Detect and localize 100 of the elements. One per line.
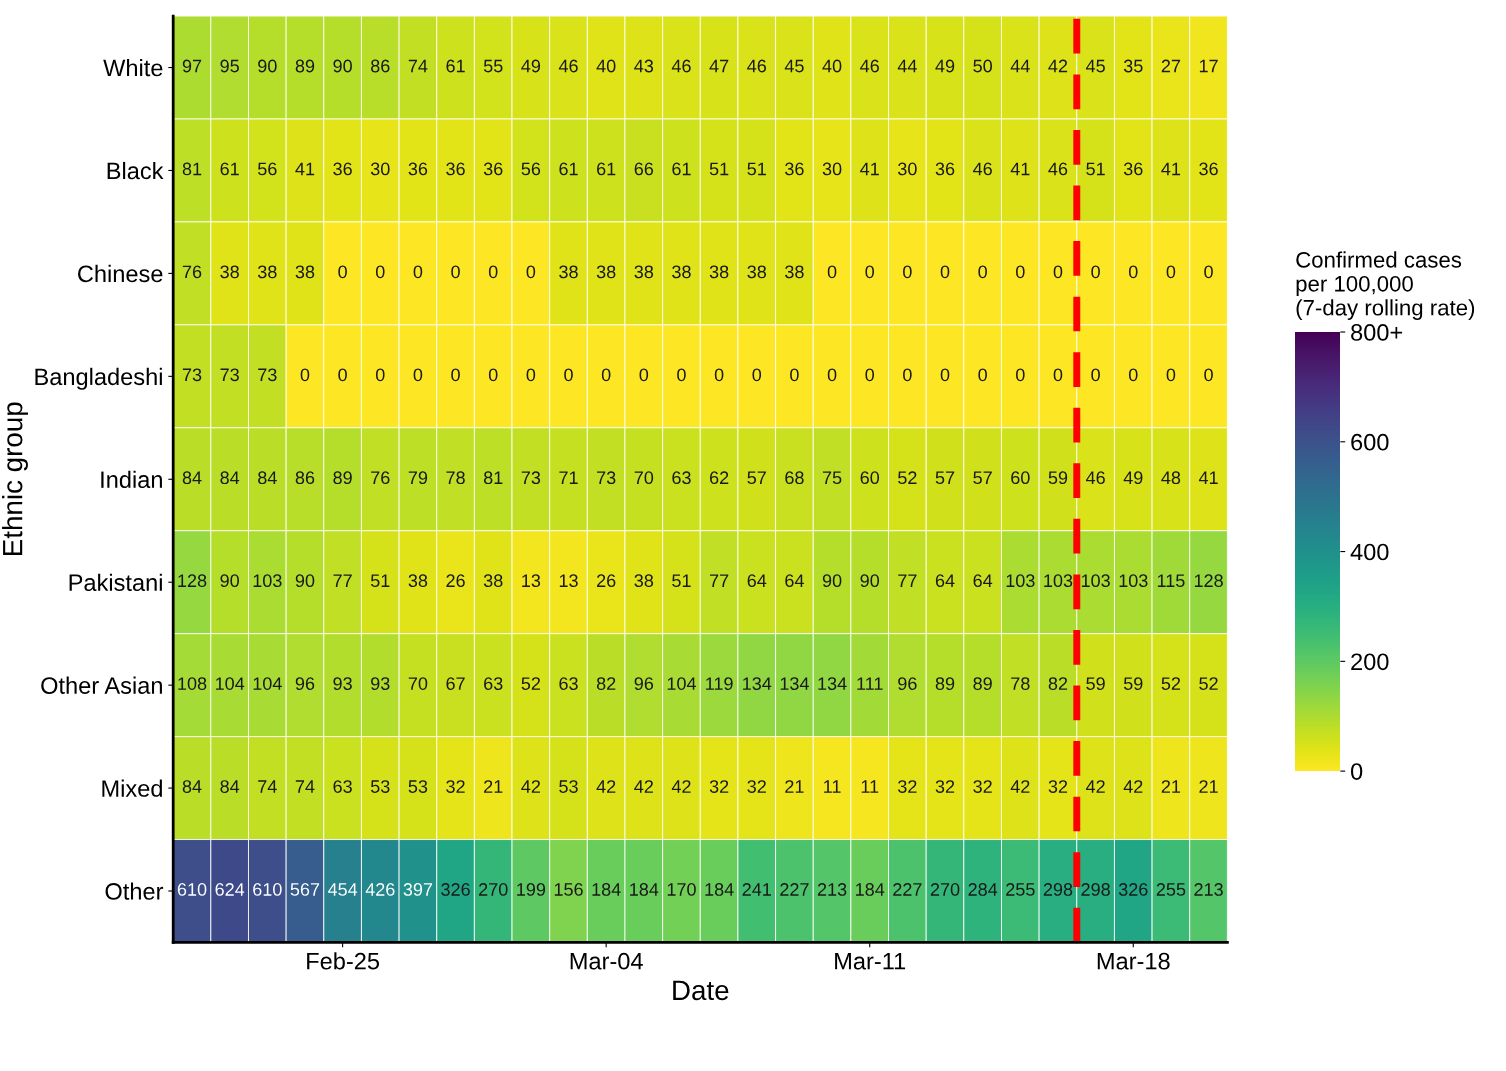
data-label: 0: [752, 368, 762, 382]
data-label: 51: [709, 162, 729, 176]
data-label: 0: [451, 265, 460, 279]
y-tick-label: Other: [105, 882, 164, 900]
data-label: 90: [822, 574, 842, 588]
data-label: 0: [375, 368, 385, 382]
data-label: 270: [930, 883, 960, 896]
data-label: 0: [413, 265, 423, 279]
data-label: 52: [1161, 677, 1181, 690]
data-label: 44: [897, 59, 917, 73]
data-label: 298: [1043, 883, 1073, 896]
x-tick-label: Mar-18: [1097, 952, 1170, 970]
data-label: 51: [370, 574, 390, 588]
data-label: 36: [1199, 162, 1218, 176]
data-label: 76: [182, 265, 202, 279]
data-label: 90: [220, 574, 239, 588]
data-label: 40: [822, 59, 842, 73]
y-tick-label: Bangladeshi: [35, 367, 162, 390]
data-label: 66: [634, 162, 654, 176]
data-label: 46: [1048, 162, 1068, 176]
data-label: 62: [709, 471, 729, 485]
data-label: 0: [488, 368, 498, 382]
data-label: 624: [215, 883, 245, 896]
data-label: 90: [295, 574, 315, 588]
data-label: 59: [1086, 677, 1105, 690]
data-label: 90: [860, 574, 880, 588]
data-label: 0: [300, 368, 310, 382]
data-label: 84: [220, 471, 240, 485]
data-label: 90: [258, 59, 277, 73]
data-label: 0: [1204, 265, 1213, 279]
data-label: 21: [785, 780, 804, 793]
data-label: 0: [1053, 265, 1063, 279]
data-label: 84: [220, 780, 240, 793]
data-label: 45: [784, 59, 804, 73]
data-label: 51: [672, 574, 691, 588]
data-label: 0: [865, 265, 875, 279]
data-label: 36: [1123, 162, 1143, 176]
data-label: 0: [903, 368, 912, 382]
data-label: 36: [785, 162, 804, 176]
data-label: 60: [1011, 471, 1030, 485]
data-label: 0: [940, 368, 950, 382]
x-tick-label: Mar-11: [835, 953, 906, 970]
data-label: 42: [1123, 780, 1143, 793]
data-label: 76: [371, 471, 390, 485]
data-label: 42: [521, 780, 540, 793]
data-label: 0: [677, 368, 686, 382]
color-bar-label: 400: [1350, 543, 1389, 561]
data-label: 73: [258, 368, 277, 382]
data-label: 84: [182, 780, 202, 793]
data-label: 82: [596, 677, 616, 690]
data-label: 45: [1085, 59, 1105, 73]
data-label: 68: [785, 471, 804, 485]
data-label: 32: [747, 780, 766, 793]
data-label: 89: [973, 677, 992, 690]
data-label: 73: [220, 368, 239, 382]
data-label: 0: [338, 368, 347, 382]
data-label: 0: [601, 368, 611, 382]
data-label: 93: [371, 677, 390, 690]
data-label: 64: [935, 574, 955, 588]
data-label: 32: [446, 780, 465, 793]
data-label: 89: [935, 677, 955, 690]
data-label: 0: [827, 265, 837, 279]
data-label: 454: [327, 883, 358, 896]
y-tick-label: Indian: [101, 470, 162, 489]
data-label: 40: [596, 59, 616, 73]
data-label: 50: [973, 59, 992, 73]
data-label: 41: [1198, 471, 1218, 484]
data-label: 46: [973, 162, 992, 176]
data-label: 13: [559, 574, 578, 588]
data-label: 59: [1048, 471, 1068, 485]
data-label: 81: [483, 471, 503, 485]
data-label: 43: [634, 59, 654, 73]
data-label: 38: [785, 265, 804, 279]
data-label: 77: [333, 574, 352, 587]
data-label: 128: [1194, 574, 1223, 588]
data-label: 103: [1006, 574, 1035, 588]
data-label: 51: [1086, 162, 1105, 176]
data-label: 41: [1010, 162, 1030, 176]
data-label: 227: [893, 883, 922, 896]
data-label: 255: [1156, 883, 1186, 896]
data-label: 46: [1085, 471, 1105, 485]
data-label: 0: [1053, 368, 1063, 382]
data-label: 0: [1204, 368, 1213, 382]
data-label: 36: [483, 162, 503, 176]
data-label: 241: [742, 883, 771, 896]
data-label: 104: [253, 677, 282, 690]
data-label: 11: [824, 780, 841, 793]
data-label: 38: [483, 574, 503, 588]
data-label: 57: [935, 471, 955, 485]
x-tick-label: Feb-25: [307, 952, 380, 970]
data-label: 0: [1128, 368, 1138, 382]
data-label: 61: [559, 162, 578, 176]
data-label: 21: [484, 780, 503, 793]
data-label: 46: [860, 59, 879, 73]
data-label: 48: [1161, 471, 1181, 485]
data-label: 30: [370, 162, 390, 176]
data-label: 61: [446, 59, 465, 73]
data-label: 51: [747, 162, 766, 176]
data-label: 61: [672, 162, 691, 176]
data-label: 64: [785, 574, 804, 588]
